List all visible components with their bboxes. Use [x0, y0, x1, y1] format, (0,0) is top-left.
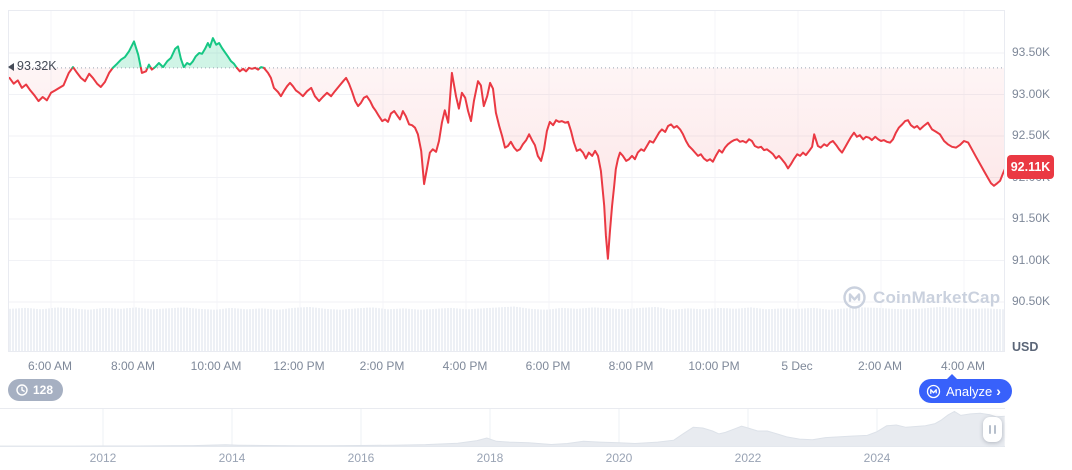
year-axis-label: 2022 — [734, 451, 762, 465]
x-axis-label: 12:00 PM — [273, 359, 325, 373]
x-axis-label: 4:00 AM — [940, 359, 986, 373]
current-price-badge: 92.11K — [1007, 155, 1054, 180]
analyze-label: Analyze — [946, 383, 993, 399]
price-chart-svg[interactable] — [9, 11, 1005, 352]
year-axis-label: 2012 — [89, 451, 117, 465]
x-axis-label: 10:00 PM — [688, 359, 740, 373]
y-axis-label: 92.50K — [1012, 128, 1051, 142]
year-axis-label: 2018 — [476, 451, 504, 465]
price-chart-pane[interactable] — [8, 10, 1005, 352]
x-axis-label: 5 Dec — [781, 359, 813, 373]
analyze-logo-icon — [926, 384, 941, 398]
history-count: 128 — [33, 383, 54, 397]
analyze-button[interactable]: Analyze › — [919, 374, 1012, 403]
year-axis-label: 2024 — [863, 451, 891, 465]
history-overview-svg[interactable] — [0, 408, 1005, 447]
year-axis-label: 2020 — [605, 451, 633, 465]
y-axis-label: 93.00K — [1012, 86, 1051, 101]
range-handle[interactable] — [983, 417, 1002, 442]
x-axis-label: 4:00 PM — [442, 359, 488, 373]
y-axis-label: 91.00K — [1012, 252, 1051, 267]
watermark-text: CoinMarketCap — [873, 287, 1001, 307]
y-axis-label: 91.50K — [1012, 211, 1051, 225]
x-axis-label: 6:00 AM — [27, 359, 73, 373]
watermark: CoinMarketCap — [842, 285, 1000, 310]
coinmarketcap-logo-icon — [843, 286, 866, 309]
x-axis-label: 2:00 PM — [359, 359, 405, 373]
history-badge[interactable]: 128 — [8, 379, 64, 401]
date-range-selector[interactable] — [0, 408, 1005, 447]
currency-label: USD — [1012, 340, 1039, 354]
x-axis-label: 2:00 AM — [857, 359, 903, 373]
x-axis-label: 6:00 PM — [525, 359, 571, 373]
year-axis-label: 2014 — [218, 451, 246, 465]
year-axis-label: 2016 — [347, 451, 375, 465]
x-axis-label: 8:00 PM — [608, 359, 654, 373]
x-axis-label: 8:00 AM — [110, 359, 156, 373]
y-axis-label: 93.50K — [1012, 45, 1051, 59]
x-axis-label: 10:00 AM — [190, 359, 242, 373]
y-axis-label: 90.50K — [1012, 294, 1051, 308]
baseline-arrow-icon — [8, 63, 14, 71]
chevron-right-icon: › — [996, 383, 1001, 399]
history-clock-icon — [16, 384, 28, 396]
baseline-price-label: 93.32K — [17, 59, 57, 73]
